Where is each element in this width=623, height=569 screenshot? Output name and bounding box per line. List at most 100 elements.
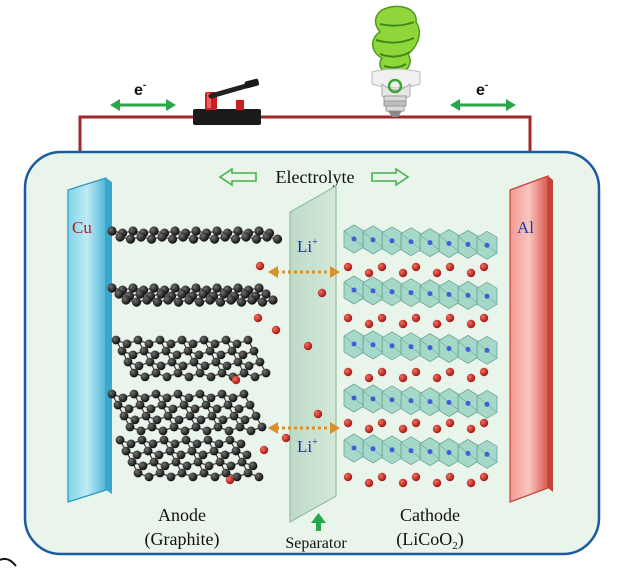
li-ion <box>479 472 489 482</box>
li-transport-arrow-bottom <box>268 422 340 434</box>
carbon-atom <box>193 457 203 467</box>
separator-up-arrow-icon <box>311 513 326 531</box>
carbon-atom <box>215 297 226 307</box>
carbon-atom <box>192 439 202 449</box>
li-ion <box>398 319 408 329</box>
li-ion <box>479 262 489 272</box>
carbon-atom <box>107 283 117 293</box>
carbon-atom <box>178 361 188 371</box>
light-bulb-icon <box>371 5 421 117</box>
carbon-atom <box>133 468 143 478</box>
carbon-atom <box>166 472 176 482</box>
carbon-atom <box>231 446 241 456</box>
electron-label-right: e- <box>476 80 488 99</box>
carbon-atom <box>236 297 247 307</box>
carbon-atom <box>161 346 171 356</box>
carbon-atom <box>198 289 208 299</box>
carbon-atom <box>189 357 199 367</box>
carbon-atom <box>206 393 216 403</box>
cobalt-atom <box>465 292 471 298</box>
carbon-atom <box>245 400 255 410</box>
carbon-atom <box>146 404 156 414</box>
li-ion <box>466 319 476 329</box>
carbon-atom <box>206 372 216 382</box>
carbon-atom <box>137 435 147 445</box>
carbon-atom <box>217 368 227 378</box>
carbon-atom <box>272 234 283 244</box>
electrolyte-arrow-icon <box>371 167 410 187</box>
li-ion <box>343 367 353 377</box>
carbon-atom <box>247 295 257 305</box>
li-ion <box>364 478 374 488</box>
electrolyte-label: Electrolyte <box>276 167 355 187</box>
li-ion <box>411 262 421 272</box>
cobalt-atom <box>484 293 490 299</box>
li-ion <box>445 262 455 272</box>
cobalt-atom <box>427 240 433 246</box>
li-ion <box>398 268 408 278</box>
li-ion <box>466 268 476 278</box>
cobalt-atom <box>351 445 357 451</box>
cobalt-atom <box>408 398 414 404</box>
carbon-atom <box>205 346 215 356</box>
li-ion <box>432 319 442 329</box>
cobalt-atom <box>351 395 357 401</box>
carbon-atom <box>111 335 121 345</box>
carbon-atom <box>163 411 173 421</box>
cobalt-atom <box>370 288 376 294</box>
carbon-atom <box>261 368 271 378</box>
carbon-atom <box>121 446 131 456</box>
carbon-atom <box>220 232 230 242</box>
cobalt-atom <box>408 239 414 245</box>
cobalt-atom <box>351 236 357 242</box>
carbon-atom <box>203 435 213 445</box>
carbon-atom <box>162 393 172 403</box>
carbon-atom <box>144 339 154 349</box>
carbon-atom <box>177 335 187 345</box>
li-ion <box>479 313 489 323</box>
carbon-atom <box>226 295 236 305</box>
electron-flow-arrow-icon <box>450 99 516 111</box>
carbon-atom <box>261 289 271 299</box>
cu-current-collector <box>67 177 112 503</box>
li-ion <box>364 268 374 278</box>
li-ion <box>377 472 387 482</box>
li-ion <box>377 262 387 272</box>
carbon-atom <box>254 472 264 482</box>
carbon-atom <box>217 389 227 399</box>
carbon-atom <box>257 297 268 307</box>
carbon-atom <box>118 393 128 403</box>
cobalt-oxide-layer <box>343 329 498 365</box>
cobalt-atom <box>446 292 452 297</box>
corner-arc <box>0 557 17 567</box>
carbon-atom <box>246 426 256 436</box>
carbon-atom <box>115 435 125 445</box>
separator <box>289 184 337 524</box>
carbon-atom <box>233 283 243 293</box>
cobalt-atom <box>465 346 471 352</box>
carbon-atom <box>176 450 186 460</box>
carbon-atom <box>156 361 166 371</box>
carbon-atom <box>210 472 220 482</box>
li-ion <box>313 409 323 419</box>
al-current-collector <box>509 175 553 503</box>
carbon-atom <box>180 426 190 436</box>
li-ion <box>466 478 476 488</box>
cobalt-atom <box>351 341 357 347</box>
carbon-atom <box>165 446 175 456</box>
carbon-atom <box>127 457 137 467</box>
carbon-atom <box>254 226 264 236</box>
carbon-atom <box>184 372 194 382</box>
carbon-atom <box>228 393 238 403</box>
carbon-atom <box>218 415 228 425</box>
carbon-atom <box>257 422 267 432</box>
carbon-atom <box>191 226 201 236</box>
li-ion <box>398 373 408 383</box>
cobalt-atom <box>389 397 395 403</box>
li-ion <box>377 313 387 323</box>
carbon-atom <box>239 389 249 399</box>
li-ion <box>343 418 353 428</box>
carbon-atom <box>194 350 204 360</box>
li-ion <box>364 319 374 329</box>
